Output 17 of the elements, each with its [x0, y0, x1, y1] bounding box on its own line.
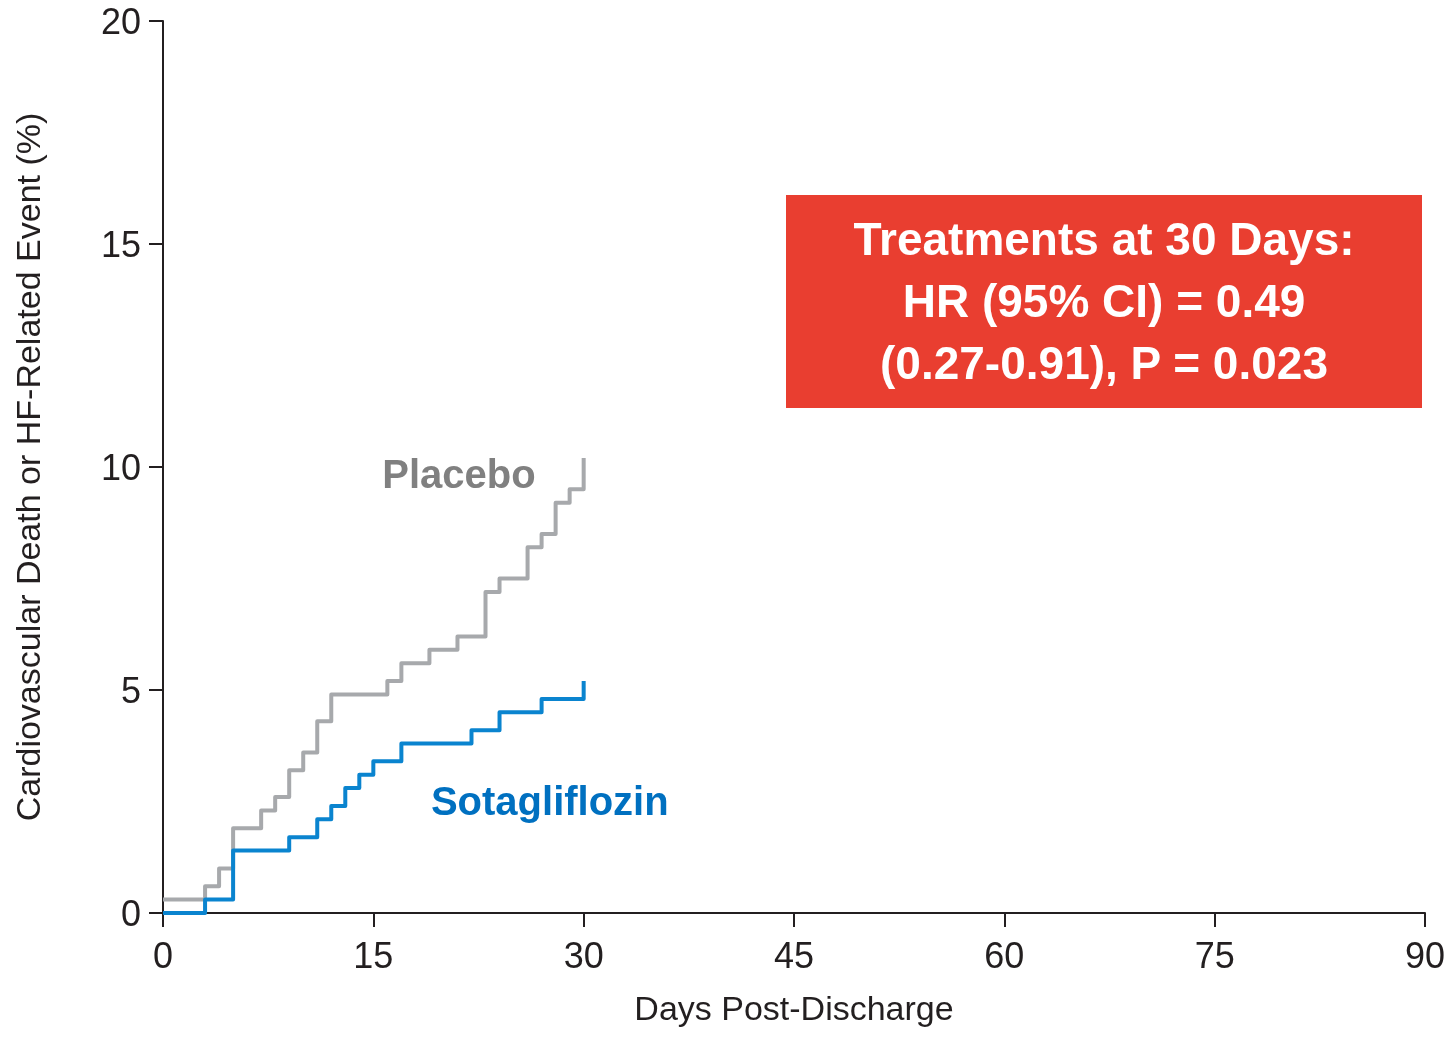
x-axis-title: Days Post-Discharge — [634, 989, 954, 1027]
x-tick-label: 90 — [1404, 934, 1446, 976]
y-tick-label: 10 — [100, 446, 141, 488]
series-label: Sotagliflozin — [430, 779, 669, 824]
x-tick-label: 30 — [563, 934, 604, 976]
y-axis-title: Cardiovascular Death or HF-Related Event (%) — [9, 112, 47, 822]
y-tick-label: 5 — [120, 669, 141, 711]
x-tick-label: 45 — [773, 934, 815, 976]
y-tick-label: 15 — [100, 223, 141, 265]
x-tick-label: 15 — [353, 934, 394, 976]
y-tick-label: 20 — [100, 0, 141, 42]
annotation: Treatments at 30 Days: HR (95% CI) = 0.49 (0.27-0.91), P = 0.023 — [853, 213, 1355, 389]
y-tick-label: 0 — [120, 892, 141, 934]
x-tick-label: 75 — [1194, 934, 1235, 976]
series-label: Placebo — [382, 452, 536, 497]
x-tick-label: 0 — [152, 934, 174, 976]
x-tick-label: 60 — [984, 934, 1025, 976]
